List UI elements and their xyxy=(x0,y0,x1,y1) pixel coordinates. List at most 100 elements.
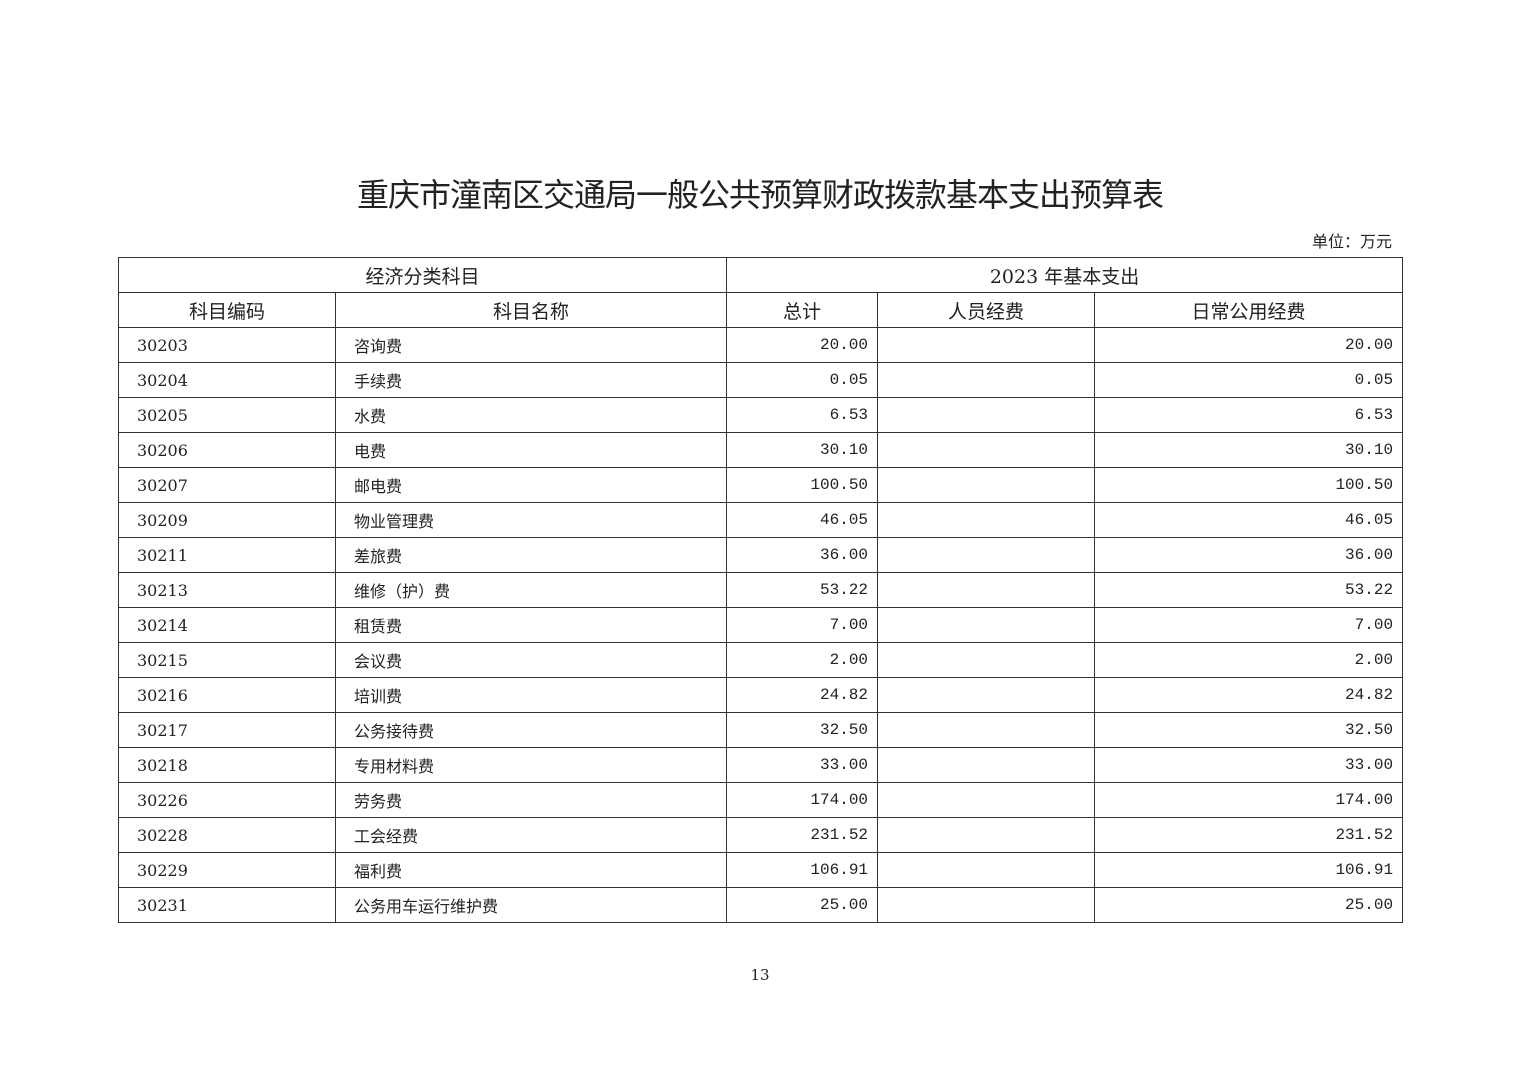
cell-code: 30216 xyxy=(118,677,336,713)
unit-label: 单位：万元 xyxy=(1311,232,1392,251)
cell-name: 维修（护）费 xyxy=(334,572,728,608)
header-column-row: 科目编码 科目名称 总计 人员经费 日常公用经费 xyxy=(118,292,1404,328)
table-row: 30211 差旅费 36.00 36.00 xyxy=(118,537,1404,573)
table-row: 30203 咨询费 20.00 20.00 xyxy=(118,327,1404,363)
cell-personnel xyxy=(877,362,1096,398)
table-row: 30209 物业管理费 46.05 46.05 xyxy=(118,502,1404,538)
cell-total: 2.00 xyxy=(726,642,879,678)
table-row: 30229 福利费 106.91 106.91 xyxy=(118,852,1404,888)
cell-code: 30211 xyxy=(118,537,336,573)
cell-total: 33.00 xyxy=(726,747,879,783)
cell-code: 30229 xyxy=(118,852,336,888)
cell-code: 30209 xyxy=(118,502,336,538)
cell-personnel xyxy=(877,887,1096,923)
cell-name: 邮电费 xyxy=(334,467,728,503)
cell-code: 30207 xyxy=(118,467,336,503)
cell-code: 30205 xyxy=(118,397,336,433)
cell-total: 25.00 xyxy=(726,887,879,923)
table-row: 30214 租赁费 7.00 7.00 xyxy=(118,607,1404,643)
cell-personnel xyxy=(877,537,1096,573)
table-row: 30206 电费 30.10 30.10 xyxy=(118,432,1404,468)
page-title: 重庆市潼南区交通局一般公共预算财政拨款基本支出预算表 xyxy=(356,176,1164,214)
cell-public: 20.00 xyxy=(1094,327,1404,363)
cell-code: 30231 xyxy=(118,887,336,923)
header-total: 总计 xyxy=(726,292,879,328)
cell-total: 100.50 xyxy=(726,467,879,503)
cell-public: 53.22 xyxy=(1094,572,1404,608)
cell-total: 20.00 xyxy=(726,327,879,363)
cell-personnel xyxy=(877,747,1096,783)
cell-name: 公务接待费 xyxy=(334,712,728,748)
header-public: 日常公用经费 xyxy=(1094,292,1404,328)
cell-total: 174.00 xyxy=(726,782,879,818)
cell-name: 水费 xyxy=(334,397,728,433)
cell-name: 工会经费 xyxy=(334,817,728,853)
cell-personnel xyxy=(877,502,1096,538)
cell-public: 0.05 xyxy=(1094,362,1404,398)
header-economic-category: 经济分类科目 xyxy=(117,257,728,293)
cell-total: 24.82 xyxy=(726,677,879,713)
table-row: 30216 培训费 24.82 24.82 xyxy=(118,677,1404,713)
cell-code: 30215 xyxy=(118,642,336,678)
budget-table: 经济分类科目 2023 年基本支出 科目编码 科目名称 总计 人员经费 日常公用… xyxy=(117,257,1404,923)
cell-name: 手续费 xyxy=(334,362,728,398)
cell-name: 差旅费 xyxy=(334,537,728,573)
cell-code: 30228 xyxy=(118,817,336,853)
cell-public: 231.52 xyxy=(1094,817,1404,853)
cell-total: 231.52 xyxy=(726,817,879,853)
cell-public: 46.05 xyxy=(1094,502,1404,538)
cell-public: 24.82 xyxy=(1094,677,1404,713)
cell-personnel xyxy=(877,677,1096,713)
cell-public: 36.00 xyxy=(1094,537,1404,573)
page-number: 13 xyxy=(750,966,770,984)
cell-public: 174.00 xyxy=(1094,782,1404,818)
cell-code: 30203 xyxy=(118,327,336,363)
cell-personnel xyxy=(877,572,1096,608)
cell-public: 30.10 xyxy=(1094,432,1404,468)
cell-name: 咨询费 xyxy=(334,327,728,363)
header-personnel: 人员经费 xyxy=(877,292,1096,328)
cell-total: 36.00 xyxy=(726,537,879,573)
cell-public: 100.50 xyxy=(1094,467,1404,503)
cell-personnel xyxy=(877,712,1096,748)
cell-name: 福利费 xyxy=(334,852,728,888)
cell-total: 6.53 xyxy=(726,397,879,433)
cell-code: 30206 xyxy=(118,432,336,468)
cell-code: 30213 xyxy=(118,572,336,608)
header-basic-expenditure: 2023 年基本支出 xyxy=(726,257,1404,293)
cell-public: 6.53 xyxy=(1094,397,1404,433)
cell-total: 53.22 xyxy=(726,572,879,608)
cell-code: 30226 xyxy=(118,782,336,818)
table-row: 30217 公务接待费 32.50 32.50 xyxy=(118,712,1404,748)
cell-name: 物业管理费 xyxy=(334,502,728,538)
cell-name: 公务用车运行维护费 xyxy=(334,887,728,923)
cell-personnel xyxy=(877,782,1096,818)
cell-name: 劳务费 xyxy=(334,782,728,818)
table-row: 30215 会议费 2.00 2.00 xyxy=(118,642,1404,678)
cell-code: 30217 xyxy=(118,712,336,748)
header-code: 科目编码 xyxy=(118,292,336,328)
table-row: 30207 邮电费 100.50 100.50 xyxy=(118,467,1404,503)
cell-total: 30.10 xyxy=(726,432,879,468)
cell-total: 32.50 xyxy=(726,712,879,748)
cell-personnel xyxy=(877,467,1096,503)
cell-name: 电费 xyxy=(334,432,728,468)
cell-public: 2.00 xyxy=(1094,642,1404,678)
cell-personnel xyxy=(877,397,1096,433)
cell-code: 30214 xyxy=(118,607,336,643)
cell-code: 30204 xyxy=(118,362,336,398)
cell-personnel xyxy=(877,607,1096,643)
header-group-row: 经济分类科目 2023 年基本支出 xyxy=(117,257,1404,293)
cell-code: 30218 xyxy=(118,747,336,783)
table-row: 30204 手续费 0.05 0.05 xyxy=(118,362,1404,398)
header-name: 科目名称 xyxy=(334,292,728,328)
cell-total: 7.00 xyxy=(726,607,879,643)
cell-public: 106.91 xyxy=(1094,852,1404,888)
table-row: 30226 劳务费 174.00 174.00 xyxy=(118,782,1404,818)
table-row: 30213 维修（护）费 53.22 53.22 xyxy=(118,572,1404,608)
cell-personnel xyxy=(877,817,1096,853)
cell-total: 106.91 xyxy=(726,852,879,888)
cell-personnel xyxy=(877,642,1096,678)
cell-name: 培训费 xyxy=(334,677,728,713)
table-row: 30218 专用材料费 33.00 33.00 xyxy=(118,747,1404,783)
